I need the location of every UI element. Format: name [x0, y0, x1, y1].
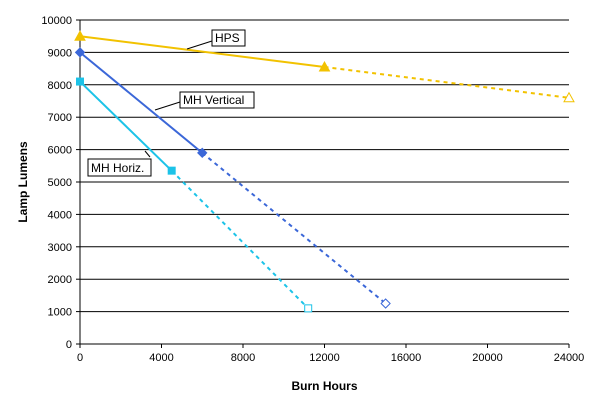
y-tick-label-1000: 1000	[48, 307, 72, 319]
data-point-hps-1	[318, 60, 331, 72]
y-axis-title: Lamp Lumens	[16, 141, 30, 223]
callout-leader-mh-vertical	[154, 101, 181, 111]
legend-label-mh-horiz: MH Horiz.	[91, 161, 144, 175]
axes: 0 1000 2000 3000 4000 5000 6000 7000 8000 9000 100…	[41, 15, 584, 364]
series-layer	[74, 30, 575, 313]
x-tick-label-12000: 12000	[309, 352, 340, 364]
data-point-mh-horiz-projected-end	[304, 304, 313, 313]
y-tick-label-9000: 9000	[48, 47, 72, 59]
callout-leader-mh-horiz	[144, 150, 151, 158]
y-tick-label-2000: 2000	[48, 274, 72, 286]
series-line-hps	[79, 35, 325, 68]
x-tick-label-20000: 20000	[472, 352, 503, 364]
x-tick-label-8000: 8000	[231, 352, 255, 364]
data-point-mh-horiz-1	[167, 166, 176, 175]
legend-label-mh-vertical: MH Vertical	[183, 93, 244, 107]
callout-box-mh-horiz	[87, 158, 152, 177]
x-tick-label-4000: 4000	[149, 352, 173, 364]
data-point-mh-vertical-0	[74, 47, 86, 58]
x-tick-label-16000: 16000	[391, 352, 422, 364]
data-point-mh-vertical-1	[197, 147, 208, 159]
data-point-mh-vertical-projected-end	[380, 298, 391, 309]
x-axis-title: Burn Hours	[292, 379, 358, 393]
callout-box-mh-vertical	[179, 91, 255, 109]
series-line-mh-vertical	[79, 51, 203, 154]
y-tick-label-0: 0	[66, 339, 72, 351]
x-tick-label-0: 0	[77, 352, 83, 364]
y-tick-label-7000: 7000	[48, 112, 72, 124]
data-point-mh-horiz-0	[76, 77, 84, 86]
y-tick-label-4000: 4000	[48, 209, 72, 221]
data-point-hps-projected-end	[563, 91, 575, 103]
legend-label-hps: HPS	[215, 31, 240, 45]
grid-lines	[80, 19, 569, 313]
data-point-hps-0	[74, 30, 86, 41]
series-projection-mh-horiz	[170, 169, 309, 310]
legend-callouts: HPS MH Vertical MH Horiz.	[87, 29, 255, 177]
series-line-mh-horiz	[79, 80, 173, 172]
x-tick-label-24000: 24000	[554, 352, 585, 364]
y-tick-label-5000: 5000	[48, 177, 72, 189]
y-tick-label-3000: 3000	[48, 242, 72, 254]
series-projection-hps	[324, 65, 570, 99]
callout-box-hps	[211, 29, 246, 47]
y-tick-label-6000: 6000	[48, 145, 72, 157]
y-tick-label-8000: 8000	[48, 80, 72, 92]
y-tick-label-10000: 10000	[41, 15, 72, 27]
callout-leader-hps	[186, 40, 213, 50]
